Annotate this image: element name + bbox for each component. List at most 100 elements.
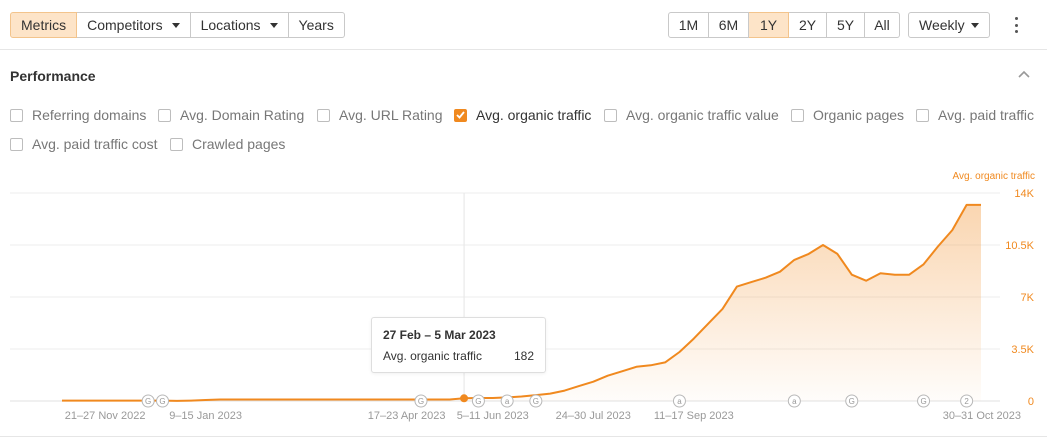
metric-avg-organic-traffic[interactable]: Avg. organic traffic [454, 107, 591, 123]
series-line [62, 203, 981, 402]
metric-label: Avg. Domain Rating [180, 107, 305, 123]
tooltip-value: 182 [513, 349, 534, 363]
metric-avg-url-rating[interactable]: Avg. URL Rating [317, 107, 443, 123]
metric-referring-domains[interactable]: Referring domains [10, 107, 146, 123]
tooltip-row: Avg. organic traffic 182 [383, 349, 534, 363]
annotation-label: G [159, 397, 165, 406]
range-label: 1Y [759, 17, 778, 33]
annotation-label: G [145, 397, 151, 406]
checkbox[interactable] [10, 137, 23, 151]
range-1m-button[interactable]: 1M [668, 12, 709, 38]
checkbox[interactable] [170, 137, 183, 151]
annotation-label: G [920, 397, 926, 406]
y-tick-label: 0 [1028, 396, 1034, 408]
range-all-button[interactable]: All [865, 12, 900, 38]
tab-years[interactable]: Years [288, 12, 345, 38]
annotation-marker [845, 394, 859, 408]
annotation-label: G [418, 397, 424, 406]
check-icon [456, 111, 465, 119]
highlight-point [460, 394, 469, 403]
metric-organic-pages[interactable]: Organic pages [791, 107, 904, 123]
chevron-up-icon[interactable] [1018, 70, 1030, 80]
x-tick-label: 5–11 Jun 2023 [457, 410, 529, 422]
tab-locations[interactable]: Locations [190, 12, 289, 38]
toolbar: Metrics Competitors Locations Years 1M 6… [0, 0, 1047, 50]
chart-tooltip: 27 Feb – 5 Mar 2023 Avg. organic traffic… [371, 317, 546, 373]
annotation-marker [471, 394, 485, 408]
annotation-label: G [849, 397, 855, 406]
annotation-marker [960, 394, 974, 408]
granularity-select[interactable]: Weekly [908, 12, 990, 38]
metric-avg-organic-traffic-value[interactable]: Avg. organic traffic value [604, 107, 779, 123]
metric-label: Referring domains [32, 107, 147, 123]
chevron-down-icon [269, 22, 278, 28]
view-tabs: Metrics Competitors Locations Years [10, 12, 345, 38]
range-label: All [874, 17, 890, 33]
range-label: 5Y [836, 17, 855, 33]
range-label: 6M [718, 17, 739, 33]
chevron-down-icon [171, 22, 180, 28]
annotation-label: a [677, 397, 682, 406]
annotation-marker [500, 394, 514, 408]
checkbox-checked[interactable] [454, 108, 467, 122]
divider [0, 436, 1047, 437]
y-tick-label: 7K [1021, 292, 1035, 304]
checkbox[interactable] [916, 108, 929, 122]
annotation-marker [141, 394, 155, 408]
annotation-label: a [792, 397, 797, 406]
annotation-marker [414, 394, 428, 408]
series-area [62, 204, 981, 401]
range-label: 2Y [798, 17, 817, 33]
y-axis-title: Avg. organic traffic [952, 171, 1035, 182]
kebab-menu-icon[interactable] [1010, 14, 1022, 36]
tab-locations-label: Locations [200, 17, 261, 33]
metric-avg-domain-rating[interactable]: Avg. Domain Rating [158, 107, 304, 123]
annotation-label: a [505, 397, 510, 406]
metric-crawled-pages[interactable]: Crawled pages [170, 136, 285, 152]
y-tick-label: 3.5K [1011, 344, 1034, 356]
checkbox[interactable] [317, 108, 330, 122]
annotation-marker [917, 394, 931, 408]
metric-label: Avg. organic traffic value [626, 107, 779, 123]
checkbox[interactable] [604, 108, 617, 122]
range-2y-button[interactable]: 2Y [789, 12, 827, 38]
y-tick-label: 10.5K [1005, 240, 1034, 252]
annotation-marker [672, 394, 686, 408]
metric-label: Avg. paid traffic [938, 107, 1034, 123]
x-tick-label: 30–31 Oct 2023 [943, 410, 1021, 422]
metric-label: Crawled pages [192, 136, 286, 152]
x-tick-label: 11–17 Sep 2023 [654, 410, 734, 422]
section-title: Performance [10, 68, 96, 84]
checkbox[interactable] [791, 108, 804, 122]
granularity-label: Weekly [919, 17, 965, 33]
annotation-marker [787, 394, 801, 408]
tab-metrics-label: Metrics [21, 17, 67, 33]
x-tick-label: 21–27 Nov 2022 [65, 410, 146, 422]
annotation-label: G [475, 397, 481, 406]
tab-competitors[interactable]: Competitors [77, 12, 191, 38]
range-1y-button[interactable]: 1Y [749, 12, 789, 38]
annotation-label: 2 [964, 397, 969, 406]
metric-label: Organic pages [813, 107, 905, 123]
x-tick-label: 24–30 Jul 2023 [556, 410, 631, 422]
range-label: 1M [678, 17, 699, 33]
x-tick-label: 9–15 Jan 2023 [169, 410, 242, 422]
tab-years-label: Years [298, 17, 334, 33]
tooltip-title: 27 Feb – 5 Mar 2023 [383, 328, 496, 342]
annotation-marker [529, 394, 543, 408]
range-5y-button[interactable]: 5Y [827, 12, 865, 38]
chevron-down-icon [970, 22, 979, 28]
tab-competitors-label: Competitors [87, 17, 163, 33]
annotation-marker [156, 394, 170, 408]
tab-metrics[interactable]: Metrics [10, 12, 78, 38]
checkbox[interactable] [158, 108, 171, 122]
y-tick-label: 14K [1014, 188, 1034, 200]
range-6m-button[interactable]: 6M [709, 12, 749, 38]
range-selector: 1M 6M 1Y 2Y 5Y All [668, 12, 900, 38]
metric-label: Avg. paid traffic cost [32, 136, 158, 152]
metric-avg-paid-traffic[interactable]: Avg. paid traffic [916, 107, 1034, 123]
checkbox[interactable] [10, 108, 23, 122]
metric-label: Avg. URL Rating [339, 107, 443, 123]
metric-avg-paid-traffic-cost[interactable]: Avg. paid traffic cost [10, 136, 158, 152]
